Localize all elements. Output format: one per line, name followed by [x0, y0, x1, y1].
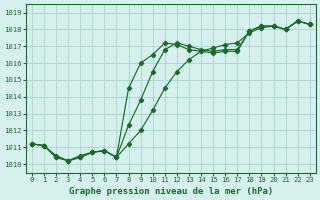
X-axis label: Graphe pression niveau de la mer (hPa): Graphe pression niveau de la mer (hPa) — [69, 187, 273, 196]
